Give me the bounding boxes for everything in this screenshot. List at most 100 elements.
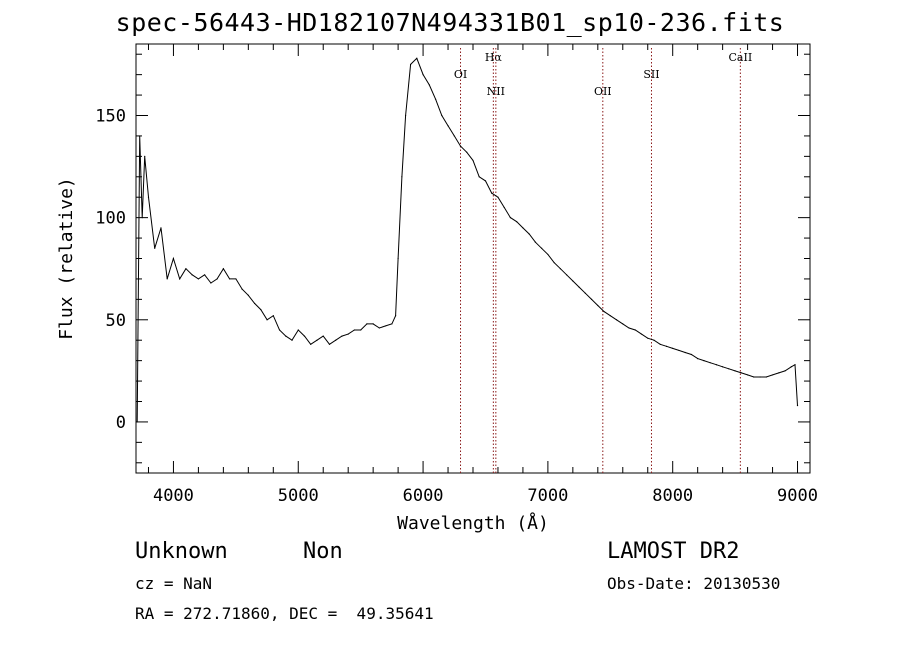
spectrum-point — [709, 362, 711, 364]
spectrum-point — [260, 308, 262, 311]
spectrum-point — [372, 323, 374, 325]
spectrum-point — [197, 278, 200, 280]
spectrum-point — [653, 339, 655, 341]
spectrum-point — [360, 329, 362, 331]
spectrum-point — [722, 366, 724, 368]
spectrum-point — [796, 404, 799, 407]
y-axis-label: Flux (relative) — [56, 177, 77, 340]
spectrum-point — [347, 333, 349, 335]
spectrum-point — [466, 151, 468, 153]
spectrum-point — [353, 329, 356, 331]
spectrum-point — [622, 323, 624, 325]
x-tick-label: 6000 — [403, 486, 444, 506]
spectrum-point — [715, 364, 717, 366]
spectrum-point — [491, 192, 493, 194]
spectrum-point — [141, 217, 143, 219]
spectrum-point — [659, 343, 661, 345]
spectrum-point — [144, 155, 146, 157]
spectrum-point — [559, 268, 561, 270]
y-tick-label: 0 — [116, 413, 126, 433]
spectrum-point — [547, 253, 549, 256]
spectrum-point — [229, 278, 231, 280]
spectrum-point — [597, 304, 599, 307]
spectrum-point — [147, 196, 150, 198]
spectrum-point — [572, 280, 574, 282]
spectrum-point — [759, 376, 761, 378]
spectrum-point — [247, 294, 249, 296]
spectrum-point — [753, 376, 755, 378]
spectrum-point — [266, 319, 268, 321]
spectrum-point — [441, 114, 443, 117]
spectrum-point — [534, 241, 537, 243]
spectrum-point — [241, 288, 243, 290]
spectrum-point — [428, 84, 430, 86]
spectrum-point — [472, 159, 474, 162]
spectrum-point — [672, 347, 674, 349]
x-tick-label: 9000 — [777, 486, 818, 506]
spectrum-point — [771, 374, 774, 376]
spectrum-line — [136, 57, 798, 422]
y-tick-label: 50 — [106, 311, 126, 331]
spectral-line-label: SII — [643, 68, 659, 81]
spectrum-point — [185, 268, 187, 270]
object-subclass: Non — [303, 539, 343, 564]
spectrum-point — [172, 257, 175, 260]
chart-title: spec-56443-HD182107N494331B01_sp10-236.f… — [115, 8, 785, 37]
spectrum-point — [253, 302, 256, 305]
spectrum-point — [734, 370, 736, 372]
spectrum-point — [478, 176, 480, 178]
y-tick-label: 100 — [95, 209, 126, 229]
spectrum-point — [584, 292, 586, 294]
spectral-line-label: Hα — [485, 51, 503, 64]
spectrum-point — [765, 376, 767, 378]
spectral-line-label: CaII — [729, 51, 753, 64]
spectrum-point — [303, 335, 306, 337]
spectrum-point — [416, 57, 418, 59]
spectrum-point — [378, 327, 380, 329]
x-axis-label: Wavelength (Å) — [397, 512, 549, 534]
spectrum-point — [503, 206, 505, 209]
coordinates-text: RA = 272.71860, DEC = 49.35641 — [135, 604, 434, 623]
spectrum-point — [191, 274, 193, 276]
spectrum-point — [385, 325, 387, 327]
spectrum-point — [216, 278, 218, 280]
spectrum-point — [590, 298, 593, 300]
spectrum-point — [272, 315, 274, 317]
spectrum-point — [335, 339, 337, 341]
spectrum-point — [628, 327, 630, 329]
spectrum-point — [285, 335, 287, 337]
x-tick-label: 7000 — [527, 486, 568, 506]
spectrum-point — [640, 333, 643, 335]
obs-date: Obs-Date: 20130530 — [607, 574, 781, 593]
spectrum-point — [235, 278, 237, 280]
spectrum-point — [728, 368, 730, 370]
spectrum-point — [740, 372, 742, 374]
spectrum-point — [541, 247, 543, 249]
spectrum-point — [447, 125, 449, 127]
spectrum-point — [401, 176, 403, 178]
spectrum-point — [790, 366, 792, 368]
survey-name: LAMOST DR2 — [607, 539, 740, 564]
spectrum-point — [484, 180, 487, 182]
spectrum-point — [528, 233, 530, 235]
spectrum-point — [397, 257, 399, 260]
x-tick-label: 8000 — [652, 486, 693, 506]
spectrum-point — [160, 227, 162, 229]
spectrum-point — [422, 74, 424, 76]
spectrum-point — [566, 274, 568, 276]
spectrum-point — [778, 372, 780, 374]
spectrum-point — [310, 343, 312, 345]
spectrum-point — [609, 315, 611, 317]
spectrum-point — [784, 370, 786, 372]
spectrum-point — [341, 335, 343, 337]
spectrum-point — [391, 323, 393, 325]
spectrum-point — [522, 227, 524, 229]
plot-frame — [135, 43, 811, 474]
spectrum-point — [459, 145, 462, 147]
spectrum-point — [665, 345, 668, 347]
spectrum-point — [603, 311, 605, 313]
spectrum-point — [634, 329, 636, 331]
spectrum-point — [316, 339, 318, 341]
spectrum-point — [453, 135, 455, 137]
object-class: Unknown — [135, 539, 228, 564]
